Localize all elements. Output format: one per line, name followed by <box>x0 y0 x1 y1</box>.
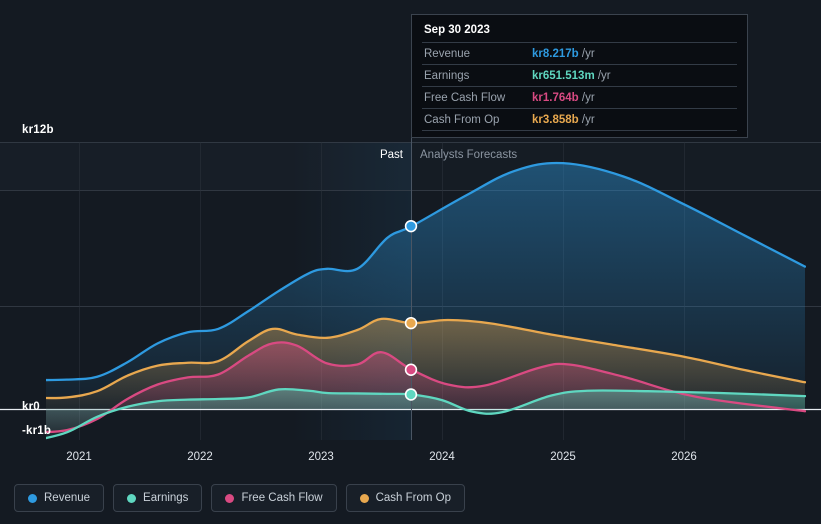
tooltip-row-value: kr651.513m /yr <box>530 64 737 87</box>
legend-item-revenue[interactable]: Revenue <box>14 484 105 512</box>
chart-legend[interactable]: Revenue Earnings Free Cash Flow Cash From O… <box>14 484 466 512</box>
tooltip-row-label: Revenue <box>422 42 530 65</box>
legend-color-dot <box>359 493 369 503</box>
tooltip-row: Revenue kr8.217b /yr <box>422 42 737 65</box>
legend-item-label: Cash From Op <box>375 492 452 504</box>
tooltip-row: Earnings kr651.513m /yr <box>422 64 737 87</box>
x-axis-tick-2025: 2025 <box>550 451 576 463</box>
past-label: Past <box>379 149 403 161</box>
tooltip-row-label: Free Cash Flow <box>422 86 530 109</box>
legend-color-dot <box>127 493 137 503</box>
legend-item-label: Free Cash Flow <box>241 492 323 504</box>
tooltip-row-label: Cash From Op <box>422 108 530 131</box>
tooltip-row-amount: kr3.858b <box>532 114 579 126</box>
forecast-label: Analysts Forecasts <box>420 149 518 161</box>
y-axis-tick-1: kr0 <box>22 401 40 413</box>
x-axis-tick-2024: 2024 <box>429 451 455 463</box>
tooltip-row: Cash From Op kr3.858b /yr <box>422 108 737 131</box>
legend-item-earnings[interactable]: Earnings <box>113 484 203 512</box>
chart-canvas[interactable]: kr12b kr0 -kr1b 2021 2022 2023 2024 2025 2026 P… <box>0 0 821 476</box>
tooltip-table: Revenue kr8.217b /yr Earnings kr651.513m /y… <box>422 42 737 131</box>
tooltip-row-amount: kr1.764b <box>532 92 579 104</box>
x-axis-tick-2023: 2023 <box>308 451 334 463</box>
x-axis-tick-2022: 2022 <box>187 451 213 463</box>
legend-item-free-cash-flow[interactable]: Free Cash Flow <box>211 484 337 512</box>
tooltip-row-value: kr1.764b /yr <box>530 86 737 109</box>
y-axis-tick-0: kr12b <box>22 124 54 136</box>
legend-item-label: Revenue <box>44 492 91 504</box>
tooltip-row-value: kr8.217b /yr <box>530 42 737 65</box>
y-axis-tick-2: -kr1b <box>22 425 52 437</box>
legend-color-dot <box>225 493 235 503</box>
legend-item-label: Earnings <box>143 492 189 504</box>
x-axis-tick-2021: 2021 <box>66 451 92 463</box>
data-tooltip: Sep 30 2023 Revenue kr8.217b /yr Earnings k… <box>411 14 748 138</box>
tooltip-date: Sep 30 2023 <box>424 24 490 36</box>
tooltip-row: Free Cash Flow kr1.764b /yr <box>422 86 737 109</box>
tooltip-row-label: Earnings <box>422 64 530 87</box>
tooltip-row-value: kr3.858b /yr <box>530 108 737 131</box>
chart-svg <box>0 14 821 440</box>
x-axis-tick-2026: 2026 <box>671 451 697 463</box>
legend-color-dot <box>28 493 37 503</box>
tooltip-row-amount: kr651.513m <box>532 70 595 82</box>
legend-item-cash-from-op[interactable]: Cash From Op <box>345 484 466 512</box>
tooltip-row-amount: kr8.217b <box>532 48 579 60</box>
